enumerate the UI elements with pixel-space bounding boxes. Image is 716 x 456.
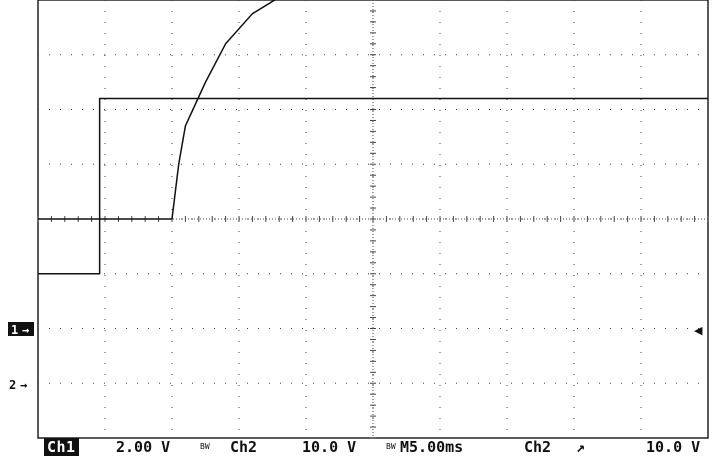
ch1-arrow-icon: → bbox=[22, 323, 29, 337]
trigger-level: 10.0 V bbox=[646, 438, 701, 456]
waveform-traces bbox=[38, 0, 708, 275]
ch2-label: Ch2 bbox=[230, 438, 258, 456]
ground-markers: 1 → 2 → ◀ bbox=[8, 322, 703, 392]
trigger-source: Ch2 bbox=[524, 438, 552, 456]
ch1-bw-limit: BW bbox=[200, 442, 210, 451]
ch1-ground-label: 1 bbox=[11, 323, 18, 337]
ch2-ground-marker: 2 → bbox=[9, 378, 27, 392]
timebase: M5.00ms bbox=[400, 438, 464, 456]
ch2-bw-limit: BW bbox=[386, 442, 396, 451]
ch1-ground-marker: 1 → bbox=[8, 322, 34, 337]
ch2-ground-label: 2 bbox=[9, 378, 16, 392]
ch1-label: Ch1 bbox=[44, 438, 79, 456]
trigger-level-arrow-icon: ◀ bbox=[694, 324, 703, 337]
ch2-scale: 10.0 V bbox=[302, 438, 357, 456]
ch2-arrow-icon: → bbox=[20, 378, 27, 392]
ch1-scale: 2.00 V bbox=[116, 438, 171, 456]
trace-ch1 bbox=[38, 0, 277, 220]
trace-ch2 bbox=[38, 97, 708, 275]
rising-edge-icon: ↗ bbox=[576, 438, 586, 456]
status-bar: Ch1 2.00 V BW Ch2 10.0 V BW M5.00ms Ch2 … bbox=[40, 438, 710, 456]
